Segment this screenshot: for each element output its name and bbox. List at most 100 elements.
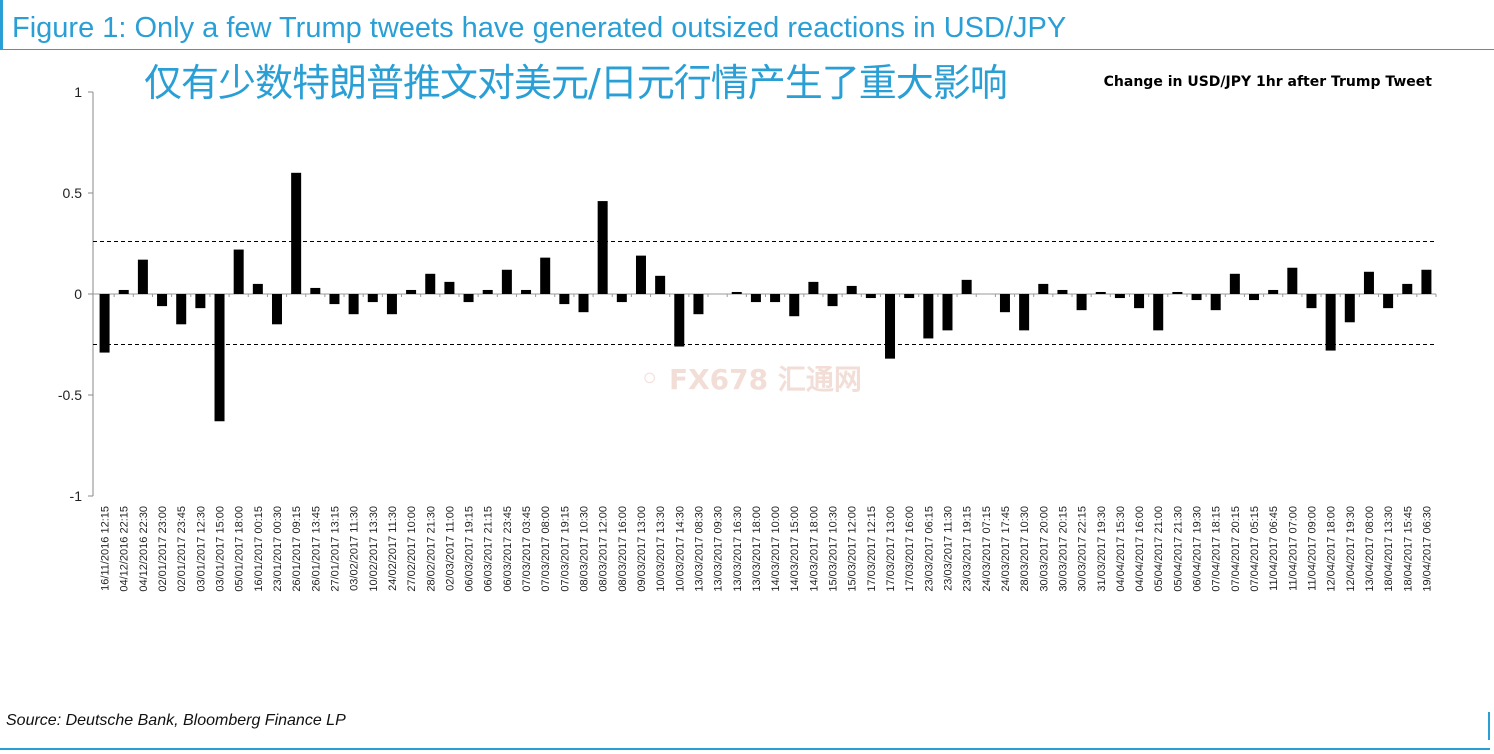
bar [482, 289, 493, 294]
bar [1268, 289, 1279, 294]
bar [367, 294, 378, 303]
bar [1402, 283, 1413, 294]
frame-left-rule [0, 0, 3, 50]
x-tick-label: 04/12/2016 22:30 [138, 506, 150, 592]
x-tick-label: 15/03/2017 10:30 [828, 506, 840, 592]
y-tick-label: 0 [74, 286, 82, 302]
bar [1191, 294, 1202, 301]
x-tick-label: 11/04/2017 07:00 [1287, 506, 1299, 591]
x-tick-label: 06/03/2017 21:15 [483, 506, 495, 592]
bar [1057, 289, 1068, 294]
x-tick-label: 06/03/2017 19:15 [464, 506, 476, 592]
bar [770, 294, 781, 303]
bar [961, 279, 972, 294]
x-tick-label: 27/01/2017 13:15 [329, 506, 341, 592]
x-tick-label: 16/11/2016 12:15 [100, 506, 112, 591]
x-tick-label: 13/04/2017 08:00 [1364, 506, 1376, 592]
bar [425, 273, 436, 294]
bar [731, 291, 742, 294]
x-tick-label: 30/03/2017 22:15 [1077, 506, 1089, 592]
x-tick-label: 31/03/2017 19:30 [1096, 506, 1108, 592]
bar [501, 269, 512, 294]
x-tick-label: 16/01/2017 00:15 [253, 506, 265, 592]
x-tick-label: 06/03/2017 23:45 [502, 506, 514, 592]
x-tick-label: 05/04/2017 21:00 [1153, 506, 1165, 592]
bar [463, 294, 474, 303]
bar [808, 281, 819, 294]
x-tick-label: 03/02/2017 11:30 [349, 506, 361, 591]
x-tick-label: 03/01/2017 12:30 [195, 506, 207, 592]
bar [1210, 294, 1221, 311]
bar [1344, 294, 1355, 323]
bar [1153, 294, 1164, 331]
x-tick-label: 03/01/2017 15:00 [215, 506, 227, 592]
bar [1095, 291, 1106, 294]
x-tick-label: 24/03/2017 17:45 [1000, 506, 1012, 592]
bar [521, 289, 532, 294]
x-tick-label: 24/02/2017 11:30 [387, 506, 399, 591]
y-tick-label: -0.5 [58, 387, 82, 403]
bar [386, 294, 397, 315]
bar [904, 294, 915, 299]
bar [1325, 294, 1336, 351]
bar [137, 259, 148, 294]
x-tick-label: 02/01/2017 23:45 [176, 506, 188, 592]
bar [1306, 294, 1317, 309]
x-tick-label: 17/03/2017 16:00 [904, 506, 916, 592]
bar [1287, 267, 1298, 294]
x-tick-label: 08/03/2017 10:30 [579, 506, 591, 592]
bar [750, 294, 761, 303]
y-tick-label: 1 [74, 84, 82, 100]
bar [827, 294, 838, 307]
x-tick-label: 26/01/2017 13:45 [310, 506, 322, 592]
x-tick-label: 27/02/2017 10:00 [406, 506, 418, 592]
x-tick-label: 17/03/2017 13:00 [885, 506, 897, 592]
x-tick-label: 05/01/2017 18:00 [234, 506, 246, 592]
x-tick-label: 13/03/2017 08:30 [693, 506, 705, 592]
x-tick-label: 11/04/2017 09:00 [1306, 506, 1318, 591]
bar [616, 294, 627, 303]
x-tick-label: 07/03/2017 08:00 [540, 506, 552, 592]
swirl-logo-icon: ◦ [640, 362, 660, 397]
bar [348, 294, 359, 315]
bar [635, 255, 646, 294]
bar-chart: Change in USD/JPY 1hr after Trump Tweet 1… [58, 74, 1437, 592]
bar [597, 201, 608, 294]
x-tick-label: 17/03/2017 12:15 [866, 506, 878, 592]
bar [406, 289, 417, 294]
bar [1114, 294, 1125, 299]
bar [329, 294, 340, 305]
x-tick-label: 04/04/2017 16:00 [1134, 506, 1146, 592]
figure-title: Figure 1: Only a few Trump tweets have g… [12, 12, 1067, 44]
x-tick-label: 04/04/2017 15:30 [1115, 506, 1127, 592]
bar [942, 294, 953, 331]
bar [271, 294, 282, 325]
bar [693, 294, 704, 315]
watermark-text: FX678 汇通网 [668, 363, 862, 396]
bar [846, 285, 857, 294]
bar [1421, 269, 1432, 294]
x-tick-label: 28/03/2017 10:30 [1019, 506, 1031, 592]
x-tick-label: 07/03/2017 03:45 [521, 506, 533, 592]
x-tick-label: 07/04/2017 20:15 [1230, 506, 1242, 592]
x-tick-label: 23/03/2017 11:30 [942, 506, 954, 591]
frame-bottom-rule [0, 748, 1490, 750]
source-note: Source: Deutsche Bank, Bloomberg Finance… [6, 712, 346, 729]
bar [1019, 294, 1030, 331]
bar [1383, 294, 1394, 309]
x-tick-label: 30/03/2017 20:00 [1038, 506, 1050, 592]
x-tick-label: 23/01/2017 00:30 [272, 506, 284, 592]
x-tick-label: 05/04/2017 21:30 [1172, 506, 1184, 592]
x-tick-label: 02/01/2017 23:00 [157, 506, 169, 592]
bar [195, 294, 206, 309]
x-tick-label: 24/03/2017 07:15 [981, 506, 993, 592]
bar [1172, 291, 1183, 294]
bar [1076, 294, 1087, 311]
bar [1249, 294, 1260, 301]
bar [444, 281, 455, 294]
x-tick-label: 26/01/2017 09:15 [291, 506, 303, 592]
x-tick-label: 04/12/2016 22:15 [119, 506, 131, 592]
y-tick-label: 0.5 [63, 185, 83, 201]
bar [923, 294, 934, 339]
watermark: ◦ FX678 汇通网 [640, 358, 862, 398]
